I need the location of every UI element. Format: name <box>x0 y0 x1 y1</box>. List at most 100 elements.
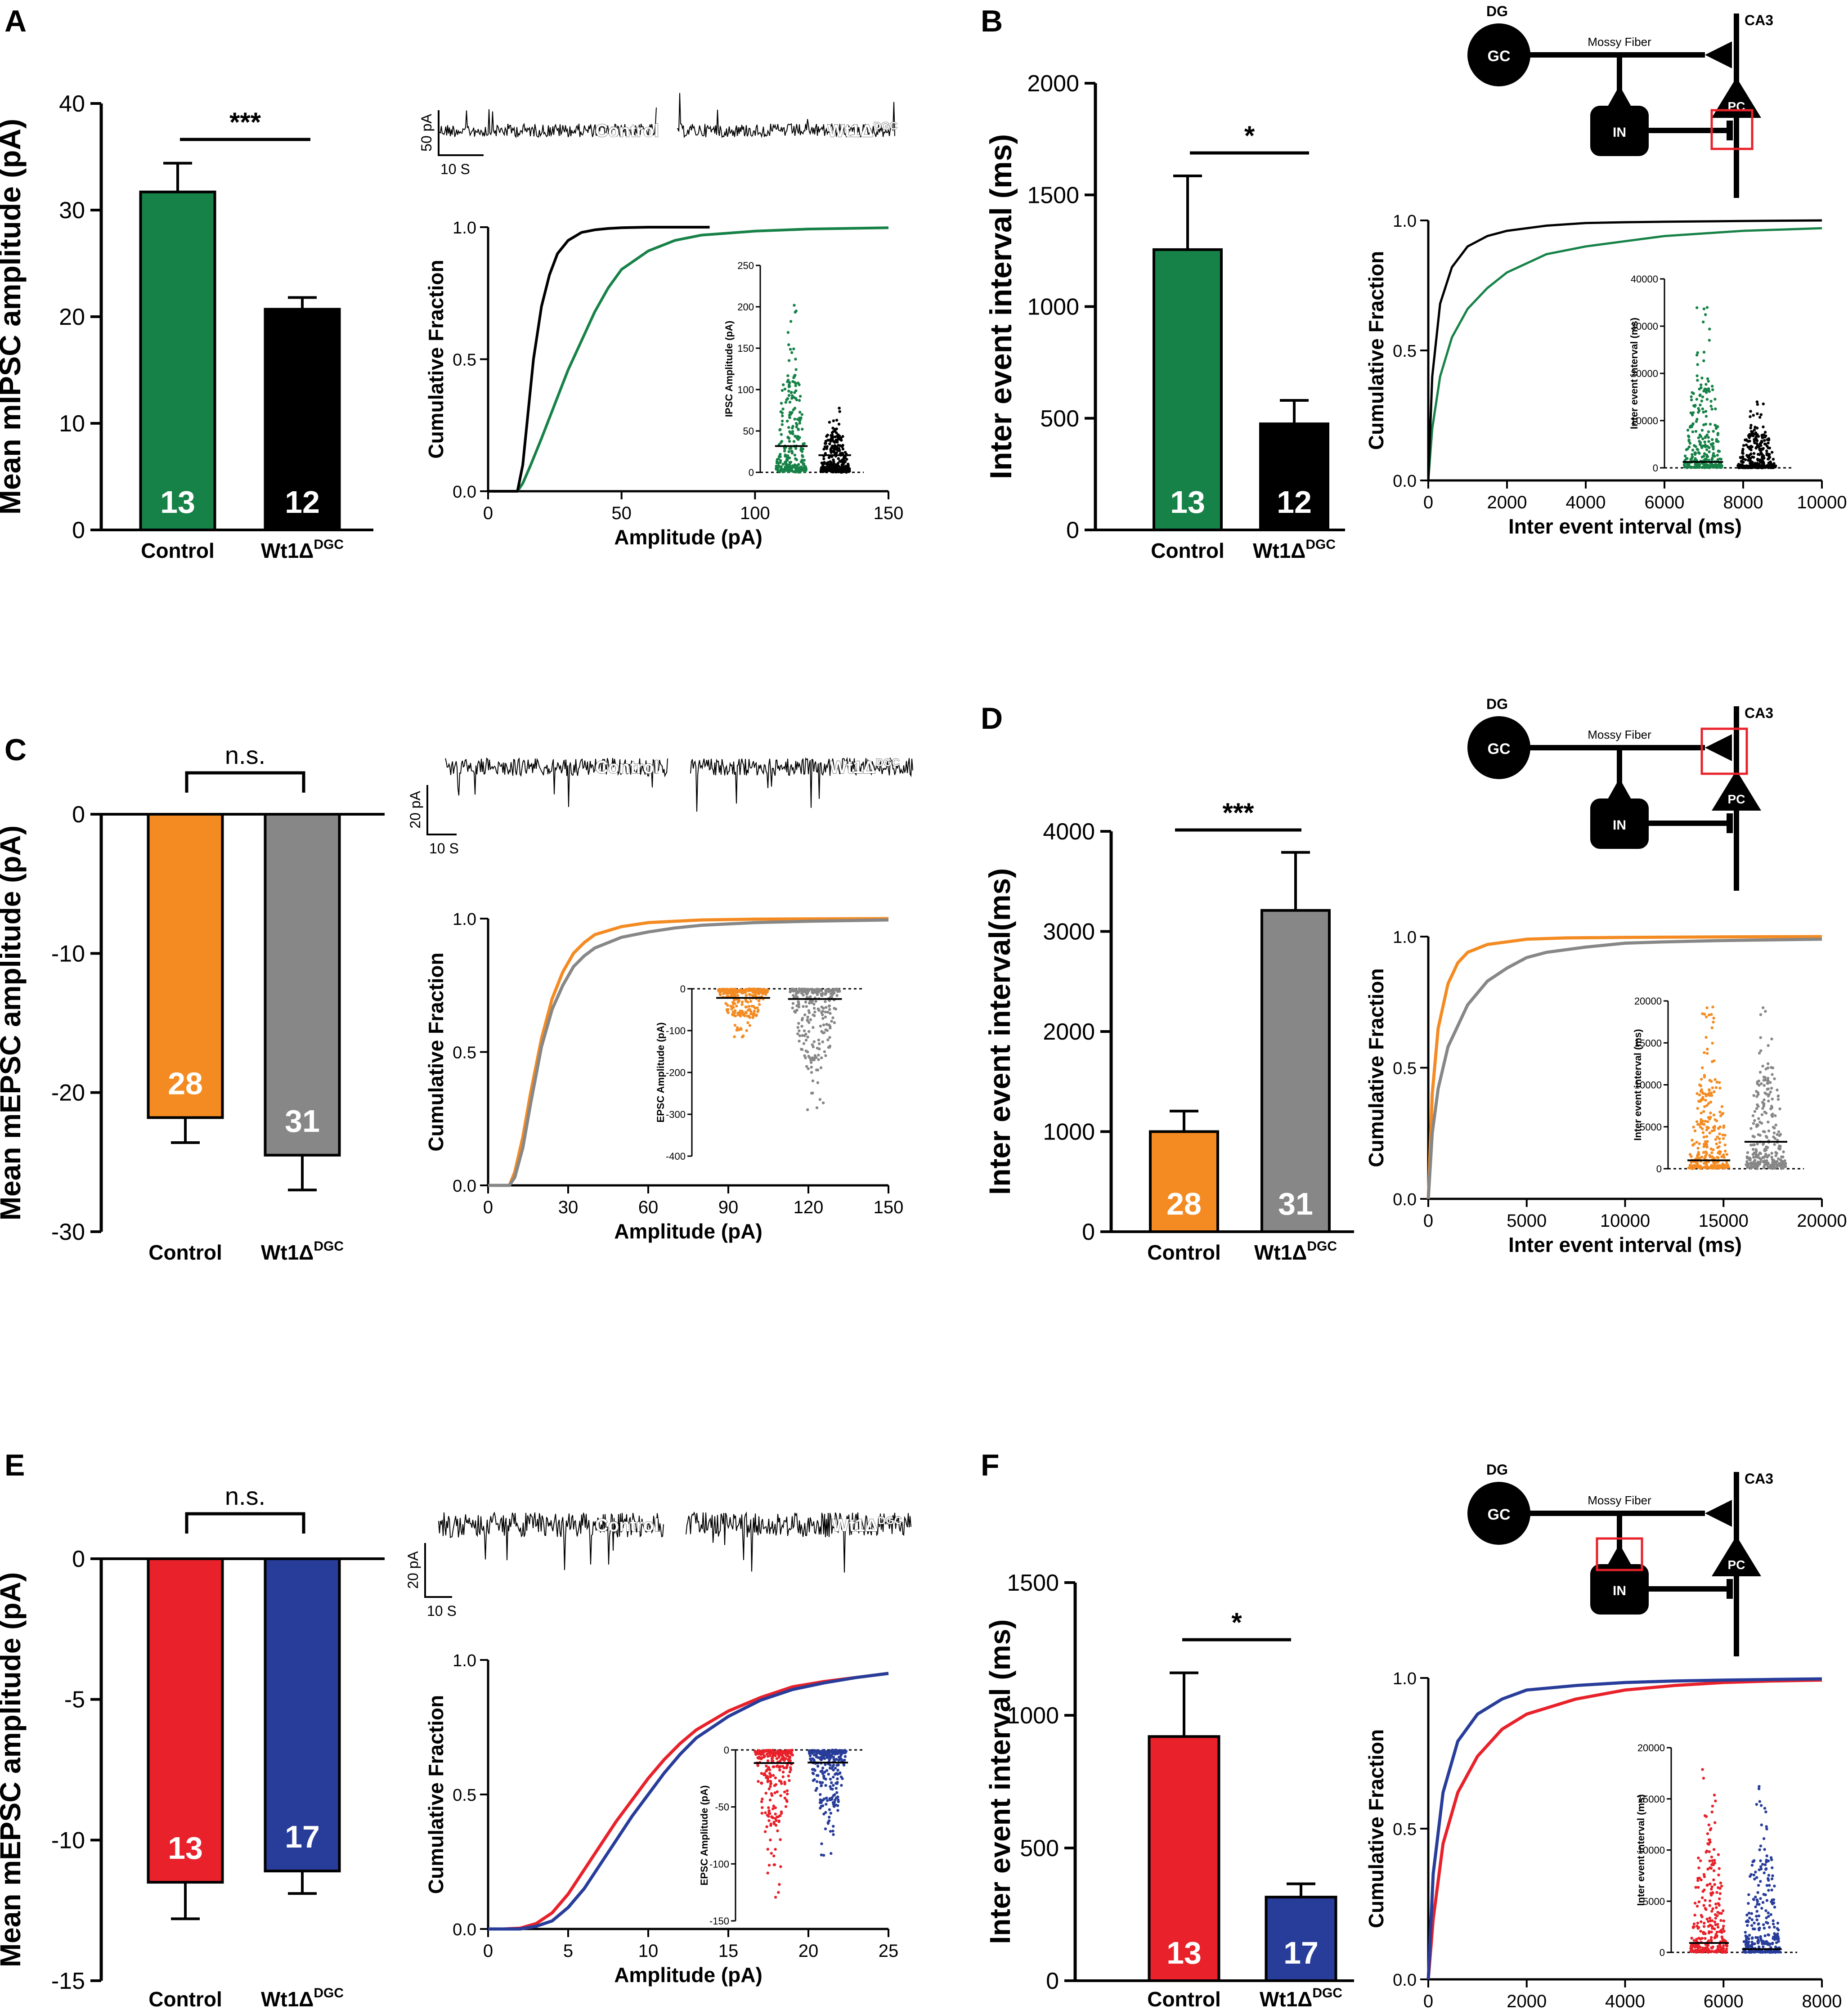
inset-point <box>835 1791 839 1794</box>
inset-point <box>829 995 832 999</box>
inset-point <box>1702 1151 1705 1154</box>
inset-point <box>819 1758 822 1761</box>
inset-point <box>807 1067 810 1070</box>
inset-point <box>795 990 798 993</box>
y-tick-label: 30 <box>59 197 85 224</box>
inset-point <box>1687 438 1691 442</box>
inset-point <box>1747 1946 1750 1949</box>
inset-point <box>736 1000 740 1004</box>
inset-point <box>838 989 841 992</box>
inset-point <box>1692 1922 1696 1925</box>
inset-point <box>1773 1906 1776 1909</box>
inset-point <box>1757 1093 1760 1096</box>
category-sup: DGC <box>1305 537 1336 552</box>
inset-point <box>804 1000 807 1004</box>
inset-point <box>836 462 840 465</box>
inset-point <box>825 1756 829 1759</box>
inset-point <box>1695 1924 1699 1928</box>
inset-point <box>740 1003 744 1006</box>
inset-point <box>1721 1112 1724 1116</box>
inset-point <box>794 384 797 387</box>
interneuron-soma <box>1590 798 1649 849</box>
inset-point <box>1756 1160 1760 1164</box>
inset-point <box>786 467 789 470</box>
inset-point <box>1722 1929 1726 1933</box>
inset-point <box>1771 451 1774 454</box>
series-line-0 <box>1426 935 1822 1199</box>
inset-point <box>1722 1944 1725 1947</box>
inset-point <box>830 449 834 453</box>
inset-point <box>1703 1051 1706 1054</box>
inset-point <box>1761 1901 1765 1904</box>
inset-point <box>1780 1162 1784 1166</box>
inset-point <box>800 1025 803 1028</box>
inset-point <box>799 460 803 463</box>
inset-point <box>1778 1107 1781 1111</box>
inset-point <box>826 1038 830 1041</box>
inset-point <box>825 1796 828 1799</box>
inset-point <box>1695 1943 1699 1947</box>
inset-point <box>1716 1945 1720 1948</box>
inset-point <box>1697 1866 1700 1870</box>
x-tick-label: 10000 <box>1797 493 1847 512</box>
inset-point <box>1696 1107 1699 1110</box>
inset-point <box>795 1009 798 1012</box>
trace-label: Wt1ΔDGC <box>832 1515 902 1535</box>
inset-point <box>796 418 799 421</box>
inset-point <box>837 457 840 460</box>
inset-point <box>1711 1086 1714 1090</box>
inset-y-tick-label: 0 <box>1660 1947 1665 1958</box>
inset-point <box>828 421 831 424</box>
inset-point <box>776 460 779 463</box>
inset-point <box>840 452 843 455</box>
inset-point <box>1763 1098 1766 1102</box>
inset-point <box>1758 1926 1761 1930</box>
inset-point <box>813 1014 816 1018</box>
trace-line-0 <box>438 108 657 139</box>
inset-point <box>791 432 794 435</box>
inset-point <box>1709 1892 1713 1895</box>
inset-point <box>839 459 842 462</box>
inset-point <box>1699 393 1702 396</box>
panel-label: F <box>981 1448 1000 1482</box>
inset-point <box>1773 1077 1776 1081</box>
inset-y-label: IPSC Amplitude (pA) <box>723 321 735 417</box>
inset-point <box>748 1005 751 1008</box>
inset-point <box>1773 1925 1776 1929</box>
inset-point <box>815 1787 819 1790</box>
inset-point <box>1763 1934 1767 1938</box>
x-axis-label: Amplitude (pA) <box>614 525 763 549</box>
inset-point <box>797 1003 800 1006</box>
inset-point <box>749 1000 753 1003</box>
category-label: Control <box>148 1241 222 1264</box>
inset-point <box>1700 377 1704 380</box>
in-label: IN <box>1613 818 1626 833</box>
inset-point <box>1751 1114 1755 1117</box>
y-tick-label: 3000 <box>1043 919 1095 945</box>
inset-point <box>776 1749 780 1753</box>
inset-point <box>783 1790 786 1794</box>
inset-y-tick-label: -50 <box>715 1802 729 1813</box>
inset-point <box>1710 1151 1713 1154</box>
x-tick-label: 8000 <box>1802 1992 1842 2011</box>
inset-point <box>826 1010 830 1014</box>
inset-point <box>736 1026 739 1029</box>
x-tick-label: 4000 <box>1566 493 1606 512</box>
inset-point <box>795 423 798 426</box>
inset-point <box>1715 438 1718 441</box>
y-axis-label: Cumulative Fraction <box>424 260 448 458</box>
inset-point <box>1695 1140 1698 1144</box>
inset-point <box>791 1006 794 1009</box>
inset-point <box>1702 350 1706 354</box>
inset-point <box>828 1036 831 1039</box>
inset-point <box>774 1817 777 1820</box>
n-label: 17 <box>1283 1935 1319 1970</box>
y-tick-label: 0 <box>1082 1219 1095 1245</box>
x-tick-label: 8000 <box>1723 493 1763 512</box>
inset-point <box>816 1068 820 1072</box>
inset-point <box>824 993 827 996</box>
inset-point <box>1691 413 1694 417</box>
inset-point <box>760 1812 764 1815</box>
